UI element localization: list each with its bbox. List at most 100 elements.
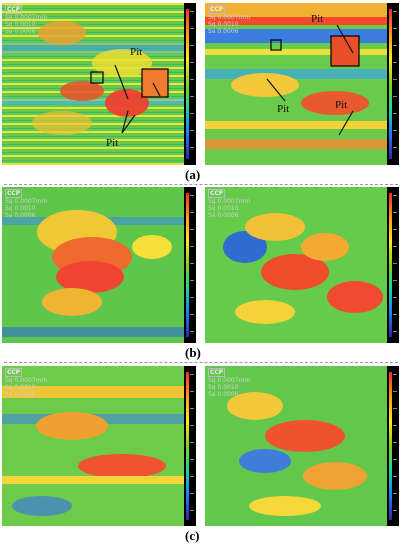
scale-tick [190, 425, 194, 426]
surface-topography-image [205, 366, 387, 526]
pit-label: Pit [130, 46, 143, 58]
scale-tick [393, 297, 397, 298]
hud-line: Sq 0.0007mm [208, 377, 251, 384]
hud-info: CCP Sq 0.0007mm Sq 0.0010 Sa 0.0006 [208, 368, 250, 398]
scale-tick [393, 229, 397, 230]
scale-tick [190, 229, 194, 230]
scale-tick [393, 425, 397, 426]
panel-label-a: (a) [185, 167, 201, 182]
scale-tick [190, 493, 194, 494]
pit-label: Pit [277, 103, 290, 115]
scale-tick [190, 314, 194, 315]
pit-label: Pit [106, 137, 119, 149]
scale-tick [393, 493, 397, 494]
hud-line: Sq 0.0007mm [208, 14, 251, 21]
panel-label-c: (c) [185, 528, 200, 543]
scale-tick [190, 62, 194, 63]
hud-line: Sq 0.0010 [208, 205, 239, 212]
hud-line: Sa 0.0006 [208, 28, 239, 35]
ccp-logo: CCP [208, 5, 226, 14]
scale-tick [190, 297, 194, 298]
hud-line: Sq 0.0007mm [208, 198, 251, 205]
scale-tick [190, 374, 194, 375]
hud-line: Sa 0.0006 [208, 391, 239, 398]
scale-tick [190, 79, 194, 80]
dashed-divider [4, 184, 398, 185]
scale-tick [190, 246, 194, 247]
surface-map-c-left: CCP Sq 0.0007mm Sq 0.0010 Sa 0.0006 [2, 366, 196, 526]
panel-label-b: (b) [185, 345, 201, 360]
ccp-logo: CCP [5, 5, 23, 14]
color-scale-bar [387, 366, 399, 526]
hud-line: Sq 0.0010 [208, 384, 239, 391]
color-scale-bar [184, 187, 196, 343]
scale-tick [393, 45, 397, 46]
scale-tick [190, 510, 194, 511]
ccp-logo: CCP [208, 368, 226, 377]
hud-line: Sq 0.0010 [5, 205, 36, 212]
scale-tick [393, 510, 397, 511]
surface-topography-image [205, 187, 387, 343]
hud-line: Sa 0.0006 [208, 212, 239, 219]
pit-label: Pit [311, 13, 324, 25]
scale-tick [190, 263, 194, 264]
scale-tick [190, 212, 194, 213]
surface-map-c-right: CCP Sq 0.0007mm Sq 0.0010 Sa 0.0006 [205, 366, 399, 526]
hud-line: Sq 0.0010 [5, 21, 36, 28]
scale-tick [190, 280, 194, 281]
scale-tick [393, 314, 397, 315]
scale-tick [190, 476, 194, 477]
color-scale-bar [184, 3, 196, 165]
hud-line: Sa 0.0006 [5, 212, 36, 219]
scale-tick [393, 96, 397, 97]
surface-map-a-right: CCP Sq 0.0007mm Sq 0.0010 Sa 0.0006 Pit … [205, 3, 399, 165]
ccp-logo: CCP [208, 189, 226, 198]
scale-tick [393, 280, 397, 281]
hud-line: Sq 0.0007mm [5, 377, 48, 384]
scale-tick [190, 96, 194, 97]
scale-tick [393, 62, 397, 63]
hud-line: Sq 0.0010 [208, 21, 239, 28]
scale-tick [190, 195, 194, 196]
scale-tick [190, 442, 194, 443]
scale-tick [393, 11, 397, 12]
scale-tick [190, 147, 194, 148]
scale-tick [190, 11, 194, 12]
scale-tick [393, 195, 397, 196]
hud-line: Sq 0.0007mm [5, 198, 48, 205]
hud-info: CCP Sq 0.0007mm Sq 0.0010 Sa 0.0006 [5, 5, 47, 35]
color-scale-bar [387, 3, 399, 165]
scale-tick [393, 130, 397, 131]
scale-tick [393, 28, 397, 29]
surface-map-a-left: CCP Sq 0.0007mm Sq 0.0010 Sa 0.0006 Pit … [2, 3, 196, 165]
hud-line: Sa 0.0006 [5, 28, 36, 35]
scale-tick [393, 476, 397, 477]
surface-map-b-left: CCP Sq 0.0007mm Sq 0.0010 Sa 0.0006 [2, 187, 196, 343]
surface-map-b-right: CCP Sq 0.0007mm Sq 0.0010 Sa 0.0006 [205, 187, 399, 343]
dashed-divider [4, 362, 398, 363]
scale-tick [393, 374, 397, 375]
hud-info: CCP Sq 0.0007mm Sq 0.0010 Sa 0.0006 [5, 189, 47, 219]
pit-label: Pit [335, 99, 348, 111]
scale-tick [190, 391, 194, 392]
surface-topography-image [2, 187, 184, 343]
scale-tick [190, 408, 194, 409]
hud-line: Sq 0.0010 [5, 384, 36, 391]
scale-tick [190, 459, 194, 460]
ccp-logo: CCP [5, 368, 23, 377]
color-scale-bar [387, 187, 399, 343]
scale-tick [190, 28, 194, 29]
hud-line: Sq 0.0007mm [5, 14, 48, 21]
color-scale-bar [184, 366, 196, 526]
hud-info: CCP Sq 0.0007mm Sq 0.0010 Sa 0.0006 [208, 189, 250, 219]
hud-line: Sa 0.0006 [5, 391, 36, 398]
surface-topography-image [2, 366, 184, 526]
scale-tick [393, 113, 397, 114]
hud-info: CCP Sq 0.0007mm Sq 0.0010 Sa 0.0006 [208, 5, 250, 35]
hud-info: CCP Sq 0.0007mm Sq 0.0010 Sa 0.0006 [5, 368, 47, 398]
scale-tick [393, 147, 397, 148]
scale-tick [393, 442, 397, 443]
scale-tick [393, 331, 397, 332]
surface-topography-image [205, 3, 387, 165]
ccp-logo: CCP [5, 189, 23, 198]
